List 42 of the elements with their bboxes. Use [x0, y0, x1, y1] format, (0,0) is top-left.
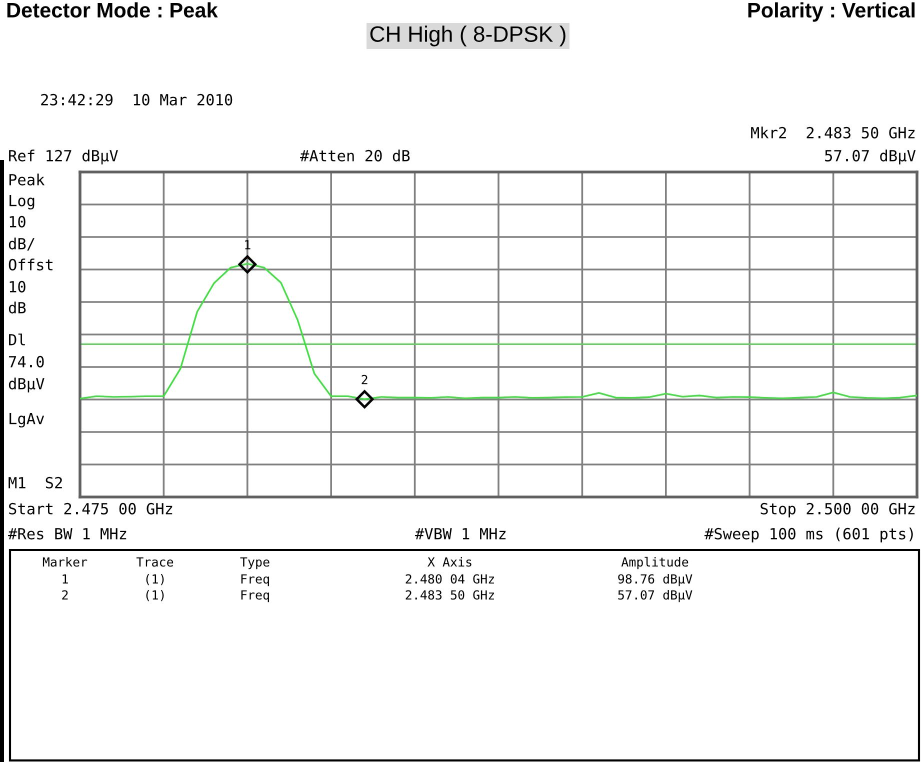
text: Type — [240, 557, 270, 570]
text: 2.480 04 GHz — [406, 574, 494, 584]
text: 98.76 dBµV — [618, 574, 692, 586]
text: #Atten 20 dB — [300, 150, 410, 162]
text: Offst — [8, 258, 52, 270]
text: Detector Mode : Peak — [7, 2, 218, 18]
text: Ref 127 dBµV — [9, 150, 118, 164]
text: #Sweep 100 ms (601 pts) — [704, 528, 913, 542]
annotation: 1 — [245, 240, 250, 250]
text: 74.0 — [9, 356, 44, 368]
text: dBµV — [8, 378, 44, 392]
text: Stop 2.500 00 GHz — [760, 502, 915, 518]
text: #Res BW 1 MHz — [8, 528, 126, 540]
text: Freq — [241, 574, 269, 586]
text: #VBW 1 MHz — [415, 528, 506, 540]
chart-title: CH High ( 8-DPSK ) — [370, 26, 566, 46]
text: X Axis — [428, 556, 472, 567]
annotation: 2 — [362, 374, 368, 384]
text: Start 2.475 00 GHz — [9, 502, 172, 514]
text: dB/ — [8, 238, 34, 251]
text: Trace — [136, 557, 174, 567]
text: 57.07 dBµV — [825, 150, 916, 164]
text: 1 — [62, 574, 68, 584]
text: M1 S2 — [8, 476, 62, 488]
text: 23:42:29 10 Mar 2010 — [41, 94, 232, 106]
text: Peak — [9, 174, 45, 186]
text: dB — [8, 302, 26, 314]
text: Amplitude — [621, 556, 688, 570]
text: Log — [10, 195, 34, 210]
text: Freq — [241, 590, 269, 602]
text: 57.07 dBµV — [618, 590, 692, 602]
text: LgAv — [10, 413, 44, 428]
text: 10 — [10, 280, 26, 292]
text: (1) — [146, 574, 164, 586]
text: Polarity : Vertical — [748, 2, 915, 22]
text: (1) — [146, 590, 164, 602]
text: Mkr2 2.483 50 GHz — [751, 126, 915, 138]
text: 2 — [62, 590, 68, 600]
text: 10 — [10, 216, 26, 228]
text: Dl — [9, 334, 25, 346]
text: Marker — [42, 556, 88, 567]
text: 2.483 50 GHz — [406, 590, 494, 600]
